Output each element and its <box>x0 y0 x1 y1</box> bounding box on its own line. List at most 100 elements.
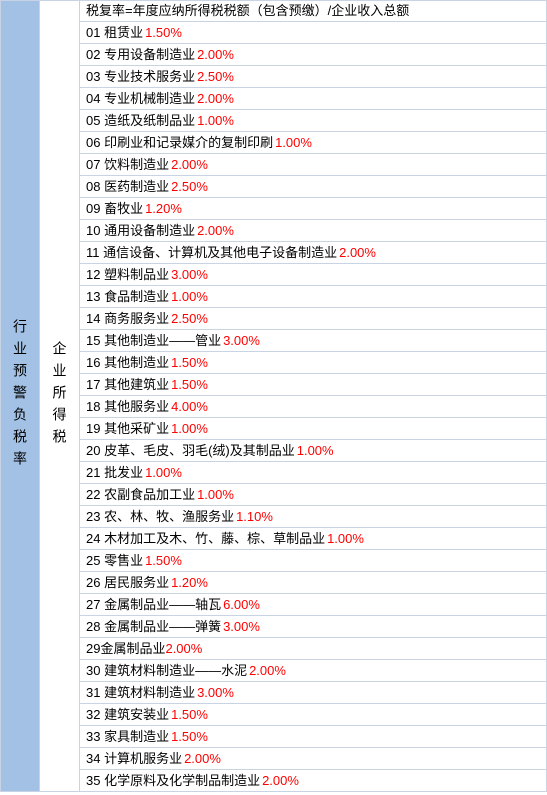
table-row: 32 建筑安装业 1.50% <box>80 704 547 726</box>
rate-value: 3.00% <box>197 684 234 702</box>
table-row: 28 金属制品业——弹簧 3.00% <box>80 616 547 638</box>
rate-value: 2.00% <box>339 244 376 262</box>
rate-value: 2.50% <box>171 178 208 196</box>
table-row: 04 专业机械制造业 2.00% <box>80 88 547 110</box>
table-row: 06 印刷业和记录媒介的复制印刷 1.00% <box>80 132 547 154</box>
industry-label: 09 畜牧业 <box>86 200 143 218</box>
industry-label: 11 通信设备、计算机及其他电子设备制造业 <box>86 244 337 262</box>
industry-label: 01 租赁业 <box>86 24 143 42</box>
table-row: 25 零售业 1.50% <box>80 550 547 572</box>
industry-label: 07 饮料制造业 <box>86 156 169 174</box>
table-row: 17 其他建筑业 1.50% <box>80 374 547 396</box>
industry-label: 08 医药制造业 <box>86 178 169 196</box>
table-row: 14 商务服务业 2.50% <box>80 308 547 330</box>
tax-type-header-vertical: 企业所得税 <box>40 0 80 792</box>
industry-label: 20 皮革、毛皮、羽毛(绒)及其制品业 <box>86 442 295 460</box>
table-row: 18 其他服务业 4.00% <box>80 396 547 418</box>
industry-label: 31 建筑材料制造业 <box>86 684 195 702</box>
rate-value: 1.00% <box>327 530 364 548</box>
industry-label: 25 零售业 <box>86 552 143 570</box>
industry-label: 30 建筑材料制造业——水泥 <box>86 662 247 680</box>
table-row: 19 其他采矿业 1.00% <box>80 418 547 440</box>
rate-value: 1.00% <box>297 442 334 460</box>
rate-value: 2.00% <box>197 222 234 240</box>
industry-rows: 税复率=年度应纳所得税税额（包含预缴）/企业收入总额 01 租赁业 1.50%0… <box>80 0 547 792</box>
table-row: 02 专用设备制造业 2.00% <box>80 44 547 66</box>
rate-value: 2.00% <box>165 640 202 658</box>
rate-value: 3.00% <box>223 332 260 350</box>
industry-label: 18 其他服务业 <box>86 398 169 416</box>
rate-value: 1.50% <box>145 24 182 42</box>
table-row: 12 塑料制品业 3.00% <box>80 264 547 286</box>
table-row: 34 计算机服务业 2.00% <box>80 748 547 770</box>
rate-value: 1.00% <box>197 486 234 504</box>
table-row: 33 家具制造业 1.50% <box>80 726 547 748</box>
industry-label: 10 通用设备制造业 <box>86 222 195 240</box>
formula-text: 税复率=年度应纳所得税税额（包含预缴）/企业收入总额 <box>86 2 409 20</box>
industry-label: 26 居民服务业 <box>86 574 169 592</box>
industry-label: 03 专业技术服务业 <box>86 68 195 86</box>
table-row: 24 木材加工及木、竹、藤、棕、草制品业 1.00% <box>80 528 547 550</box>
rate-value: 1.20% <box>171 574 208 592</box>
table-row: 01 租赁业 1.50% <box>80 22 547 44</box>
industry-label: 34 计算机服务业 <box>86 750 182 768</box>
table-row: 15 其他制造业——管业 3.00% <box>80 330 547 352</box>
table-row: 22 农副食品加工业 1.00% <box>80 484 547 506</box>
rate-value: 4.00% <box>171 398 208 416</box>
category-header-vertical: 行业预警负税率 <box>0 0 40 792</box>
table-row: 16 其他制造业 1.50% <box>80 352 547 374</box>
industry-label: 12 塑料制品业 <box>86 266 169 284</box>
table-row: 13 食品制造业 1.00% <box>80 286 547 308</box>
industry-label: 27 金属制品业——轴瓦 <box>86 596 221 614</box>
rate-value: 6.00% <box>223 596 260 614</box>
industry-label: 23 农、林、牧、渔服务业 <box>86 508 234 526</box>
industry-label: 24 木材加工及木、竹、藤、棕、草制品业 <box>86 530 325 548</box>
table-row: 08 医药制造业 2.50% <box>80 176 547 198</box>
industry-label: 02 专用设备制造业 <box>86 46 195 64</box>
rate-value: 1.20% <box>145 200 182 218</box>
rate-value: 2.50% <box>197 68 234 86</box>
industry-label: 16 其他制造业 <box>86 354 169 372</box>
industry-label: 21 批发业 <box>86 464 143 482</box>
table-row: 11 通信设备、计算机及其他电子设备制造业 2.00% <box>80 242 547 264</box>
industry-label: 32 建筑安装业 <box>86 706 169 724</box>
table-row: 35 化学原料及化学制品制造业 2.00% <box>80 770 547 792</box>
industry-label: 17 其他建筑业 <box>86 376 169 394</box>
table-row: 29金属制品业2.00% <box>80 638 547 660</box>
rate-value: 2.00% <box>197 46 234 64</box>
rate-value: 2.00% <box>171 156 208 174</box>
industry-label: 35 化学原料及化学制品制造业 <box>86 772 260 790</box>
industry-label: 04 专业机械制造业 <box>86 90 195 108</box>
formula-row: 税复率=年度应纳所得税税额（包含预缴）/企业收入总额 <box>80 0 547 22</box>
industry-label: 06 印刷业和记录媒介的复制印刷 <box>86 134 273 152</box>
table-row: 20 皮革、毛皮、羽毛(绒)及其制品业 1.00% <box>80 440 547 462</box>
rate-value: 1.10% <box>236 508 273 526</box>
industry-label: 22 农副食品加工业 <box>86 486 195 504</box>
rate-value: 2.00% <box>249 662 286 680</box>
rate-value: 1.50% <box>171 728 208 746</box>
rate-value: 2.00% <box>262 772 299 790</box>
table-row: 03 专业技术服务业 2.50% <box>80 66 547 88</box>
industry-label: 19 其他采矿业 <box>86 420 169 438</box>
industry-label: 14 商务服务业 <box>86 310 169 328</box>
industry-label: 29金属制品业 <box>86 640 165 658</box>
industry-label: 15 其他制造业——管业 <box>86 332 221 350</box>
industry-label: 28 金属制品业——弹簧 <box>86 618 221 636</box>
table-row: 07 饮料制造业 2.00% <box>80 154 547 176</box>
rate-value: 3.00% <box>171 266 208 284</box>
rate-value: 1.50% <box>171 706 208 724</box>
rate-value: 1.00% <box>171 420 208 438</box>
table-row: 09 畜牧业 1.20% <box>80 198 547 220</box>
rate-value: 1.00% <box>145 464 182 482</box>
table-row: 23 农、林、牧、渔服务业 1.10% <box>80 506 547 528</box>
table-row: 05 造纸及纸制品业 1.00% <box>80 110 547 132</box>
rate-value: 1.50% <box>145 552 182 570</box>
rate-value: 1.00% <box>275 134 312 152</box>
rate-value: 1.00% <box>197 112 234 130</box>
rate-value: 1.50% <box>171 354 208 372</box>
rate-value: 1.50% <box>171 376 208 394</box>
table-row: 21 批发业 1.00% <box>80 462 547 484</box>
rate-value: 1.00% <box>171 288 208 306</box>
table-row: 31 建筑材料制造业 3.00% <box>80 682 547 704</box>
table-row: 27 金属制品业——轴瓦 6.00% <box>80 594 547 616</box>
